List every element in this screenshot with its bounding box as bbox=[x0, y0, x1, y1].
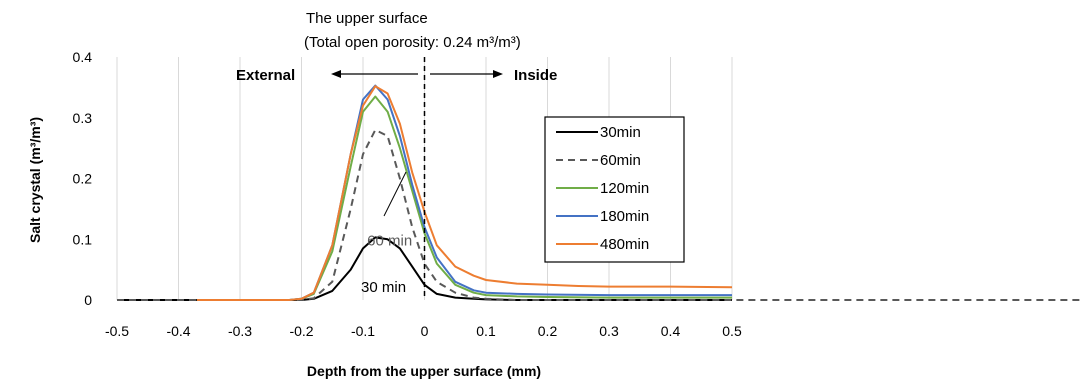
y-tick-label: 0.2 bbox=[73, 171, 93, 187]
annotation-label: 60 min bbox=[367, 232, 412, 249]
legend-label: 480min bbox=[600, 236, 649, 253]
y-tick-label: 0.1 bbox=[73, 231, 93, 247]
direction-left-label: External bbox=[236, 67, 295, 84]
direction-arrows: External Inside bbox=[236, 67, 557, 84]
x-tick-label: -0.1 bbox=[351, 323, 375, 339]
x-tick-label: 0 bbox=[421, 323, 429, 339]
chart-header-line2: (Total open porosity: 0.24 m³/m³) bbox=[304, 34, 521, 51]
series-line-480min bbox=[196, 85, 733, 301]
y-tick-label: 0.3 bbox=[73, 110, 93, 126]
x-tick-label: -0.5 bbox=[105, 323, 129, 339]
direction-right-label: Inside bbox=[514, 67, 557, 84]
annotation-label: 30 min bbox=[361, 279, 406, 296]
legend-box bbox=[544, 116, 685, 263]
arrow-right-icon bbox=[493, 70, 503, 78]
y-axis-title: Salt crystal (m³/m³) bbox=[27, 117, 43, 243]
legend-label: 60min bbox=[600, 152, 641, 169]
x-tick-label: 0.1 bbox=[476, 323, 496, 339]
x-tick-label: 0.2 bbox=[538, 323, 558, 339]
curve-annotations: 60 min 30 min bbox=[361, 171, 412, 296]
x-tick-label: 0.5 bbox=[722, 323, 742, 339]
series-line-60min bbox=[117, 128, 1082, 301]
annotation-leader-line bbox=[383, 171, 407, 217]
x-tick-label: 0.3 bbox=[599, 323, 619, 339]
x-tick-label: -0.4 bbox=[166, 323, 190, 339]
legend-label: 180min bbox=[600, 208, 649, 225]
y-tick-label: 0 bbox=[84, 292, 92, 308]
y-tick-label: 0.4 bbox=[73, 49, 93, 65]
y-tick-labels: 0 0.1 0.2 0.3 0.4 bbox=[73, 49, 93, 308]
chart-header-line1: The upper surface bbox=[306, 10, 428, 27]
x-tick-label: 0.4 bbox=[661, 323, 681, 339]
legend: 30min 60min 120min 180min 480min bbox=[544, 116, 685, 263]
legend-label: 120min bbox=[600, 180, 649, 197]
x-tick-label: -0.3 bbox=[228, 323, 252, 339]
x-tick-labels: -0.5 -0.4 -0.3 -0.2 -0.1 0 0.1 0.2 0.3 0.4 0.5 bbox=[105, 323, 742, 339]
x-axis-title: Depth from the upper surface (mm) bbox=[307, 363, 541, 379]
x-tick-label: -0.2 bbox=[289, 323, 313, 339]
arrow-left-icon bbox=[331, 70, 341, 78]
legend-label: 30min bbox=[600, 124, 641, 141]
series-lines bbox=[117, 84, 1082, 301]
